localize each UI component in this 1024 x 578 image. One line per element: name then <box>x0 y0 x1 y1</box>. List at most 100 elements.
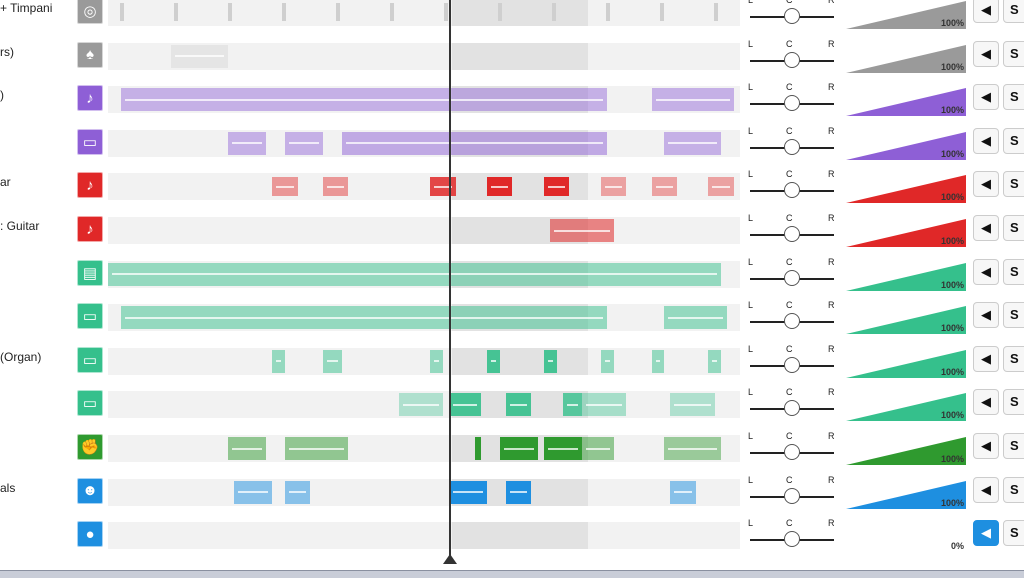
track-lane[interactable] <box>108 260 740 288</box>
keyboard-icon[interactable]: ▭ <box>77 303 103 330</box>
audio-clip[interactable] <box>487 349 500 373</box>
audio-clip[interactable] <box>284 480 311 504</box>
audio-clip[interactable] <box>651 349 665 373</box>
track-lane[interactable] <box>108 478 740 506</box>
mute-button[interactable]: ◀ <box>973 433 999 459</box>
pan-knob[interactable] <box>784 51 800 68</box>
playhead[interactable] <box>449 0 451 562</box>
volume-slider[interactable]: 100% <box>844 296 968 336</box>
audio-clip[interactable] <box>582 393 627 417</box>
drum-icon[interactable]: ◎ <box>77 0 103 24</box>
mute-button[interactable]: ◀ <box>973 345 999 372</box>
pan-knob[interactable] <box>784 138 800 155</box>
audio-clip[interactable] <box>430 349 443 373</box>
audio-clip[interactable] <box>506 393 532 417</box>
solo-button[interactable]: S <box>1003 84 1024 111</box>
solo-button[interactable]: S <box>1003 171 1024 198</box>
volume-slider[interactable]: 100% <box>844 340 968 380</box>
volume-slider[interactable]: 100% <box>844 427 968 467</box>
audio-clip[interactable] <box>544 349 557 373</box>
solo-button[interactable]: S <box>1003 433 1024 459</box>
audio-clip[interactable] <box>108 262 722 286</box>
solo-button[interactable]: S <box>1003 258 1024 285</box>
solo-button[interactable]: S <box>1003 215 1024 241</box>
audio-clip[interactable] <box>120 88 608 112</box>
audio-clip[interactable] <box>600 349 614 373</box>
microphone-icon[interactable]: ● <box>77 521 103 548</box>
mute-button[interactable]: ◀ <box>973 127 999 154</box>
track-lane[interactable] <box>108 42 740 70</box>
solo-button[interactable]: S <box>1003 302 1024 329</box>
audio-clip[interactable] <box>228 437 266 460</box>
pan-knob[interactable] <box>784 444 800 460</box>
audio-clip[interactable] <box>322 349 342 373</box>
track-lane[interactable] <box>108 86 740 114</box>
mute-button[interactable]: ◀ <box>973 171 999 198</box>
audio-clip[interactable] <box>664 131 722 155</box>
audio-clip[interactable] <box>487 177 513 197</box>
pan-knob[interactable] <box>784 313 800 330</box>
track-lane[interactable] <box>108 522 740 550</box>
audio-clip[interactable] <box>651 88 734 112</box>
mute-button[interactable]: ◀ <box>973 520 999 547</box>
electric-guitar-icon[interactable]: ♪ <box>77 172 103 199</box>
mute-button[interactable]: ◀ <box>973 40 999 67</box>
audio-clip[interactable] <box>228 131 266 155</box>
audio-clip[interactable] <box>544 177 570 197</box>
pan-knob[interactable] <box>784 8 800 24</box>
mute-button[interactable]: ◀ <box>973 302 999 329</box>
audio-clip[interactable] <box>708 177 734 197</box>
audio-clip[interactable] <box>664 306 728 330</box>
solo-button[interactable]: S <box>1003 40 1024 67</box>
audio-clip[interactable] <box>670 393 715 417</box>
pan-knob[interactable] <box>784 95 800 112</box>
solo-button[interactable]: S <box>1003 389 1024 416</box>
fist-icon[interactable]: ✊ <box>77 434 103 460</box>
mute-button[interactable]: ◀ <box>973 84 999 111</box>
audio-clip[interactable] <box>284 131 323 155</box>
pan-knob[interactable] <box>784 269 800 286</box>
vocals-icon[interactable]: ☻ <box>77 477 103 504</box>
solo-button[interactable]: S <box>1003 127 1024 154</box>
audio-clip[interactable] <box>582 437 614 460</box>
audio-clip[interactable] <box>550 219 614 242</box>
volume-slider[interactable]: 100% <box>844 78 968 118</box>
bottom-scrollbar[interactable] <box>0 570 1024 578</box>
track-lane[interactable] <box>108 304 740 332</box>
pan-knob[interactable] <box>784 531 800 548</box>
track-lane[interactable] <box>108 129 740 157</box>
solo-button[interactable]: S <box>1003 476 1024 503</box>
audio-clip[interactable] <box>600 177 627 197</box>
volume-slider[interactable]: 100% <box>844 383 968 423</box>
audio-clip[interactable] <box>474 437 481 460</box>
track-lane[interactable] <box>108 391 740 419</box>
pan-knob[interactable] <box>784 400 800 417</box>
volume-slider[interactable]: 100% <box>844 35 968 75</box>
pan-knob[interactable] <box>784 356 800 373</box>
audio-clip[interactable] <box>272 349 285 373</box>
pan-knob[interactable] <box>784 226 800 242</box>
audio-clip[interactable] <box>664 437 722 460</box>
mute-button[interactable]: ◀ <box>973 258 999 285</box>
audio-clip[interactable] <box>563 393 582 417</box>
piano-icon[interactable]: ▤ <box>77 259 103 286</box>
audio-clip[interactable] <box>234 480 273 504</box>
volume-slider[interactable]: 100% <box>844 165 968 205</box>
audio-clip[interactable] <box>272 177 298 197</box>
audio-clip[interactable] <box>670 480 696 504</box>
audio-clip[interactable] <box>449 393 481 417</box>
organ-icon[interactable]: ▭ <box>77 346 103 373</box>
guitar-icon[interactable]: ♪ <box>77 85 103 112</box>
mute-button[interactable]: ◀ <box>973 389 999 416</box>
audio-clip[interactable] <box>284 437 349 460</box>
keyboard-icon[interactable]: ▭ <box>77 390 103 417</box>
